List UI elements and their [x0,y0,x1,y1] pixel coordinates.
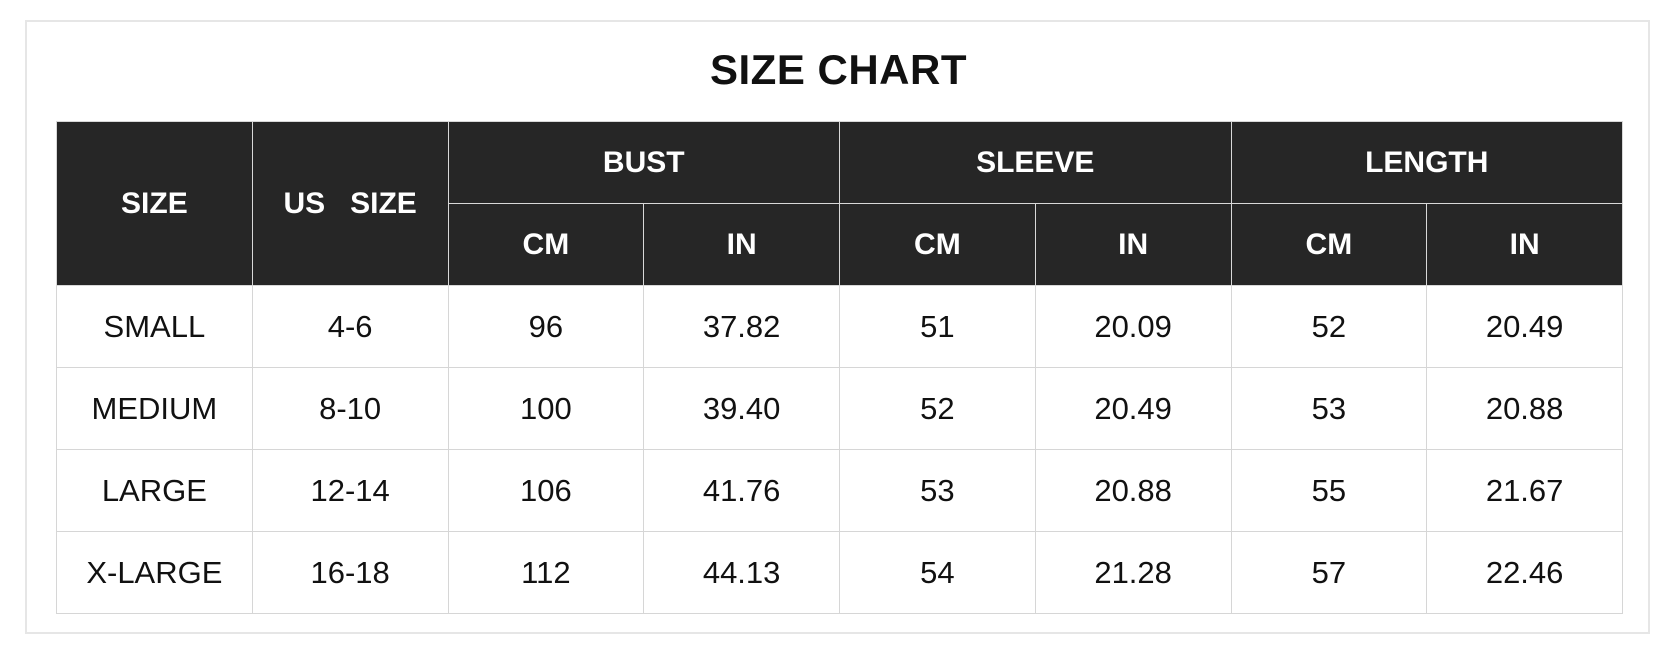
cell-size: LARGE [56,449,253,532]
header-sleeve: SLEEVE [839,121,1232,204]
cell-length-cm: 55 [1230,449,1428,532]
table-row: X-LARGE 16-18 112 44.13 54 21.28 57 22.46 [56,531,1623,614]
header-bust: BUST [447,121,840,204]
cell-us-size: 12-14 [251,449,449,532]
cell-us-size: 16-18 [251,531,449,614]
cell-sleeve-in: 20.49 [1034,367,1232,450]
header-length: LENGTH [1230,121,1623,204]
table-row: MEDIUM 8-10 100 39.40 52 20.49 53 20.88 [56,367,1623,450]
table-row: LARGE 12-14 106 41.76 53 20.88 55 21.67 [56,449,1623,532]
header-length-in: IN [1426,203,1623,286]
cell-bust-cm: 96 [447,285,645,368]
cell-bust-cm: 100 [447,367,645,450]
cell-bust-in: 44.13 [643,531,840,614]
cell-length-in: 20.49 [1426,285,1623,368]
cell-length-in: 22.46 [1426,531,1623,614]
cell-size: X-LARGE [56,531,253,614]
cell-sleeve-in: 20.09 [1034,285,1232,368]
cell-size: SMALL [56,285,253,368]
cell-bust-in: 37.82 [643,285,840,368]
header-sleeve-in: IN [1034,203,1232,286]
header-bust-in: IN [643,203,840,286]
page-title: SIZE CHART [710,46,967,93]
header-bust-cm: CM [447,203,645,286]
cell-length-in: 21.67 [1426,449,1623,532]
cell-sleeve-cm: 52 [839,367,1036,450]
table-row: SMALL 4-6 96 37.82 51 20.09 52 20.49 [56,285,1623,368]
header-length-cm: CM [1230,203,1428,286]
cell-us-size: 8-10 [251,367,449,450]
cell-sleeve-cm: 51 [839,285,1036,368]
header-sleeve-cm: CM [839,203,1036,286]
cell-length-cm: 53 [1230,367,1428,450]
header-us-size: US SIZE [251,121,449,286]
cell-length-in: 20.88 [1426,367,1623,450]
cell-size: MEDIUM [56,367,253,450]
chart-frame [25,20,1650,634]
cell-length-cm: 57 [1230,531,1428,614]
cell-sleeve-cm: 53 [839,449,1036,532]
cell-bust-cm: 106 [447,449,645,532]
cell-bust-in: 39.40 [643,367,840,450]
header-size: SIZE [56,121,253,286]
cell-bust-cm: 112 [447,531,645,614]
size-chart-table: SIZE US SIZE BUST SLEEVE LENGTH CM IN CM… [56,121,1623,614]
cell-length-cm: 52 [1230,285,1428,368]
cell-sleeve-in: 20.88 [1034,449,1232,532]
cell-us-size: 4-6 [251,285,449,368]
cell-bust-in: 41.76 [643,449,840,532]
cell-sleeve-cm: 54 [839,531,1036,614]
cell-sleeve-in: 21.28 [1034,531,1232,614]
